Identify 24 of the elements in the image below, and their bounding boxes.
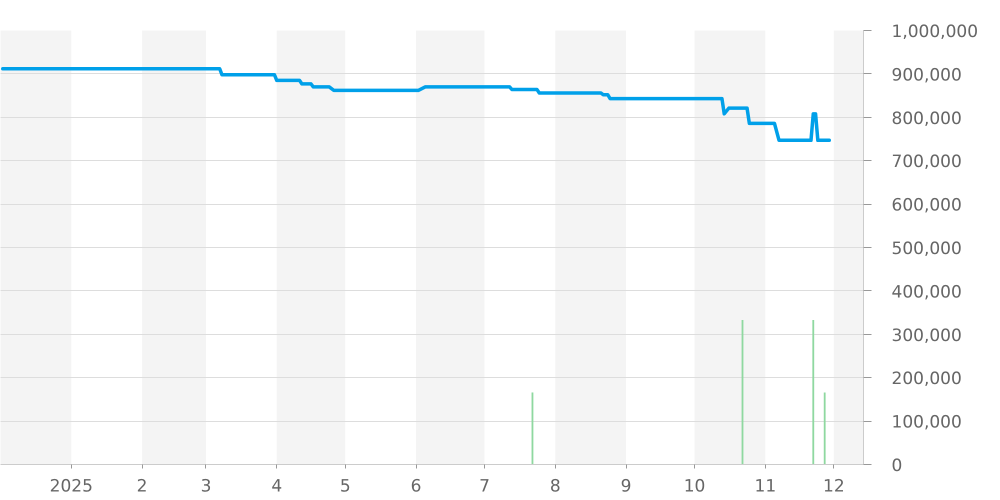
line-series bbox=[1, 66, 832, 142]
y-tick-label: 800,000 bbox=[892, 108, 962, 129]
x-tick-label: 8 bbox=[550, 476, 561, 496]
y-tick-label: 200,000 bbox=[892, 369, 962, 390]
y-tick-label: 700,000 bbox=[892, 152, 962, 172]
y-tick-label: 500,000 bbox=[892, 239, 962, 259]
x-tick-label: 2025 bbox=[50, 476, 93, 496]
y-tick-label: 0 bbox=[892, 456, 902, 476]
y-tick-label: 300,000 bbox=[892, 326, 962, 346]
x-tick-label: 10 bbox=[684, 476, 706, 496]
x-tick-label: 12 bbox=[823, 476, 845, 496]
x-tick-label: 9 bbox=[620, 476, 632, 496]
y-tick-label: 600,000 bbox=[892, 196, 962, 216]
x-tick-label: 6 bbox=[410, 476, 422, 496]
y-tick-label: 400,000 bbox=[892, 282, 962, 302]
x-tick-label: 4 bbox=[271, 476, 282, 496]
y-tick-label: 100,000 bbox=[892, 412, 962, 433]
x-tick-label: 2 bbox=[136, 476, 148, 496]
y-tick-label: 1,000,000 bbox=[892, 22, 978, 42]
x-tick-label: 3 bbox=[200, 476, 212, 496]
x-tick-label: 7 bbox=[479, 476, 490, 496]
x-tick-label: 5 bbox=[340, 476, 351, 496]
y-tick-label: 900,000 bbox=[892, 65, 962, 86]
x-tick-label: 11 bbox=[754, 476, 776, 496]
